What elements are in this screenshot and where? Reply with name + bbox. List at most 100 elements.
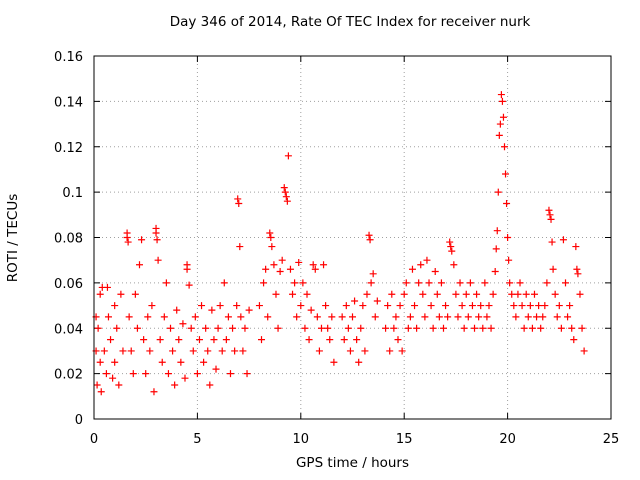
- data-point: [123, 234, 131, 241]
- data-point: [485, 302, 493, 310]
- y-tick-label: 0.08: [54, 232, 83, 247]
- data-point: [392, 313, 400, 321]
- data-point: [539, 313, 547, 321]
- data-point: [255, 302, 263, 310]
- data-point: [421, 313, 429, 321]
- data-point: [359, 302, 367, 310]
- data-point: [340, 336, 348, 344]
- data-point: [446, 238, 454, 246]
- data-point: [355, 358, 363, 366]
- data-point: [262, 265, 270, 273]
- data-point: [504, 234, 512, 241]
- data-point: [497, 91, 505, 99]
- x-tick-label: 10: [293, 432, 310, 447]
- data-point: [524, 313, 532, 321]
- data-point: [187, 324, 195, 332]
- data-point: [142, 370, 150, 378]
- data-point: [266, 229, 274, 237]
- data-point: [576, 290, 584, 298]
- y-tick-label: 0.06: [54, 277, 83, 292]
- data-point: [93, 381, 101, 389]
- data-point: [371, 313, 379, 321]
- data-point: [530, 290, 538, 298]
- data-point: [404, 324, 412, 332]
- data-point: [124, 238, 132, 246]
- data-point: [282, 193, 290, 201]
- data-point: [503, 199, 511, 207]
- data-point: [218, 347, 226, 355]
- data-point: [545, 206, 553, 214]
- data-point: [195, 336, 203, 344]
- data-point: [398, 347, 406, 355]
- data-point: [236, 243, 244, 251]
- data-point: [324, 324, 332, 332]
- data-point: [526, 302, 534, 310]
- data-point: [342, 302, 350, 310]
- data-point: [100, 347, 108, 355]
- data-point: [562, 279, 570, 287]
- data-point: [102, 370, 110, 378]
- x-tick-label: 0: [90, 432, 98, 447]
- data-point: [384, 302, 392, 310]
- data-point: [115, 381, 123, 389]
- data-point: [366, 236, 374, 244]
- data-point: [224, 313, 232, 321]
- data-point: [220, 279, 228, 287]
- data-point: [189, 347, 197, 355]
- data-point: [512, 313, 520, 321]
- data-point: [543, 279, 551, 287]
- data-point: [498, 97, 506, 105]
- data-point: [127, 347, 135, 355]
- data-point: [495, 131, 503, 139]
- data-point: [129, 370, 137, 378]
- x-axis-label: GPS time / hours: [295, 455, 410, 471]
- data-point: [433, 290, 441, 298]
- data-point: [402, 279, 410, 287]
- data-point: [435, 313, 443, 321]
- data-point: [171, 381, 179, 389]
- data-point: [295, 258, 303, 266]
- data-point: [162, 279, 170, 287]
- data-point: [464, 313, 472, 321]
- data-point: [179, 320, 187, 328]
- data-point: [502, 170, 510, 178]
- x-tick-label: 25: [603, 432, 620, 447]
- data-point: [297, 302, 305, 310]
- grid: [94, 56, 611, 419]
- data-point: [510, 302, 518, 310]
- data-point: [276, 268, 284, 276]
- chart-title: Day 346 of 2014, Rate Of TEC Index for r…: [169, 14, 531, 30]
- data-point: [191, 313, 199, 321]
- data-point: [518, 302, 526, 310]
- data-point: [564, 313, 572, 321]
- data-series-roti: [92, 91, 588, 396]
- data-point: [303, 290, 311, 298]
- data-point: [233, 302, 241, 310]
- data-point: [119, 347, 127, 355]
- data-point: [283, 197, 291, 205]
- data-point: [229, 324, 237, 332]
- data-point: [506, 279, 514, 287]
- data-point: [468, 302, 476, 310]
- data-point: [160, 313, 168, 321]
- data-point: [210, 336, 218, 344]
- data-point: [185, 281, 193, 289]
- data-point: [97, 388, 105, 396]
- data-point: [425, 279, 433, 287]
- data-point: [315, 347, 323, 355]
- data-point: [243, 370, 251, 378]
- data-point: [363, 290, 371, 298]
- data-point: [394, 336, 402, 344]
- data-point: [222, 336, 230, 344]
- data-point: [177, 358, 185, 366]
- data-point: [382, 324, 390, 332]
- data-point: [326, 336, 334, 344]
- x-tick-label: 5: [193, 432, 201, 447]
- data-point: [444, 313, 452, 321]
- data-point: [462, 290, 470, 298]
- data-point: [103, 283, 111, 291]
- y-tick-label: 0.02: [54, 368, 83, 383]
- data-point: [367, 279, 375, 287]
- data-point: [216, 302, 224, 310]
